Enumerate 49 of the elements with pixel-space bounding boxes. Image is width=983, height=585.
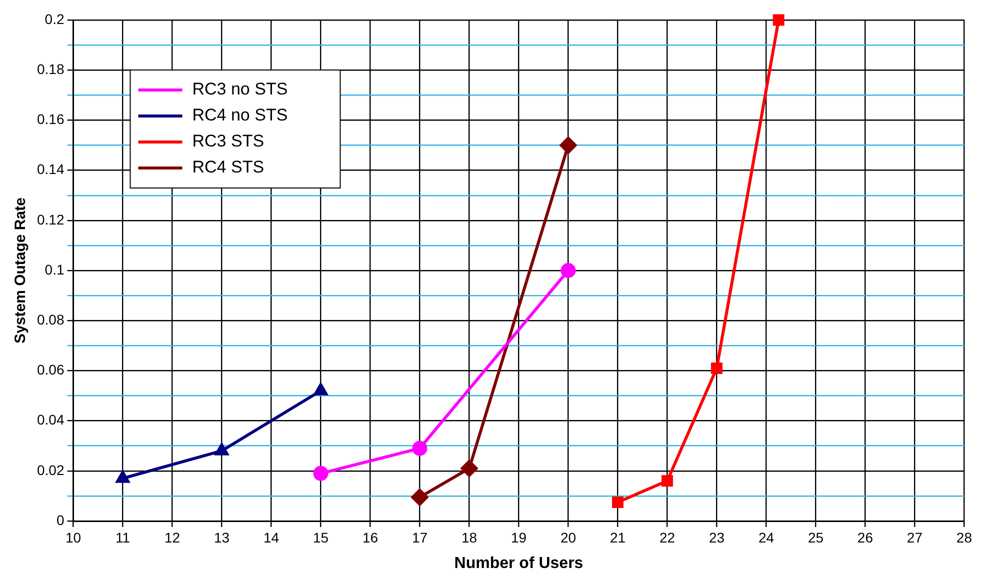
legend-label: RC4 no STS [192,106,288,125]
point [710,362,722,374]
y-axis-title: System Outage Rate [12,198,30,344]
x-tick-label: 12 [164,529,180,546]
x-tick-label: 24 [758,529,774,546]
x-tick-label: 19 [510,529,527,546]
point [560,263,576,278]
point [412,440,428,456]
y-tick-label: 0.18 [37,60,64,77]
y-tick-label: 0.2 [44,10,64,27]
x-tick-label: 10 [65,529,82,546]
point [314,383,328,396]
x-tick-label: 28 [956,529,972,546]
x-tick-label: 27 [906,529,923,546]
y-tick-label: 0.06 [37,362,64,378]
x-tick-label: 17 [412,529,428,546]
y-tick-label: 0.1 [44,261,64,278]
x-tick-label: 11 [115,529,130,546]
y-tick-label: 0.04 [37,412,64,428]
x-tick-label: 21 [610,529,626,546]
point [772,14,784,26]
point [612,496,624,508]
point [560,136,577,154]
x-tick-label: 13 [214,529,230,546]
x-tick-label: 22 [659,529,676,546]
x-tick-label: 14 [263,529,280,546]
legend-label: RC3 no STS [192,80,288,99]
point [661,475,673,487]
point [215,443,228,456]
point [313,466,328,481]
x-tick-label: 25 [808,529,824,546]
y-tick-label: 0.02 [37,462,64,478]
y-tick-label: 0.08 [37,311,64,328]
legend-label: RC3 STS [192,132,264,151]
y-tick-label: 0.16 [37,111,64,128]
x-tick-label: 16 [362,529,378,546]
x-tick-label: 20 [560,529,576,546]
x-tick-label: 15 [312,529,329,546]
y-tick-label: 0.14 [37,161,64,178]
point [116,470,130,483]
x-axis-title: Number of Users [454,554,584,572]
x-tick-label: 23 [708,529,725,546]
point [460,460,478,477]
point [411,488,428,506]
y-tick-label: 0.12 [37,211,64,228]
legend-label: RC4 STS [192,158,264,177]
y-tick-label: 0 [56,512,64,528]
x-tick-label: 18 [461,529,478,546]
x-tick-label: 26 [857,529,874,546]
